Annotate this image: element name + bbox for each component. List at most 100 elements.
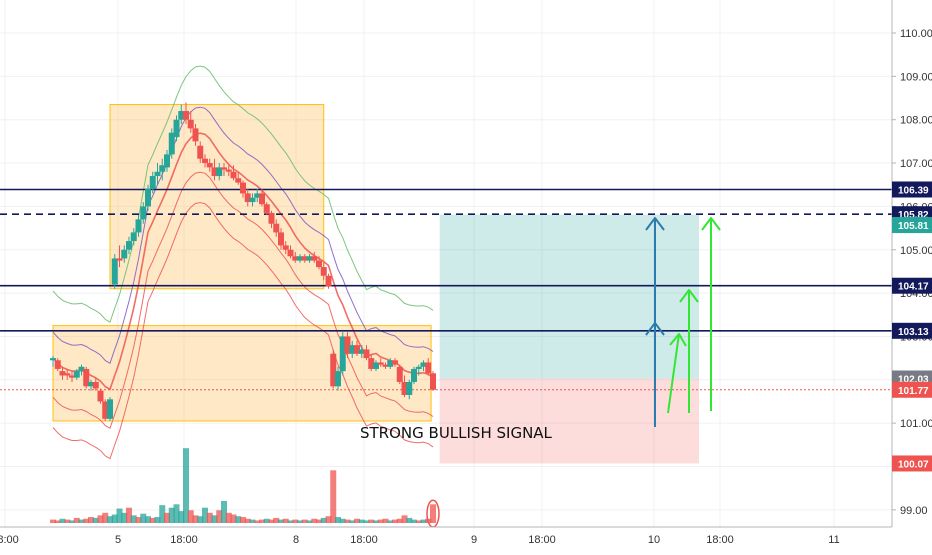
candle-body[interactable] xyxy=(154,171,161,177)
candle-body[interactable] xyxy=(202,158,208,164)
candle-body[interactable] xyxy=(306,256,313,261)
volume-bar xyxy=(354,518,360,523)
candle-body[interactable] xyxy=(377,362,384,365)
x-tick-label: 11 xyxy=(828,534,839,546)
candle-body[interactable] xyxy=(373,362,379,369)
candle-body[interactable] xyxy=(135,219,142,233)
candle-body[interactable] xyxy=(425,362,432,374)
price-badge[interactable] xyxy=(892,217,932,234)
y-tick-label: 108.00 xyxy=(900,115,932,127)
candle-body[interactable] xyxy=(240,182,246,194)
candle-body[interactable] xyxy=(363,349,370,359)
candle-body[interactable] xyxy=(83,368,90,387)
candle-body[interactable] xyxy=(102,401,109,419)
candle-body[interactable] xyxy=(168,132,175,155)
volume-bar xyxy=(377,519,384,523)
price-badge[interactable] xyxy=(892,181,932,198)
price-badge[interactable] xyxy=(892,277,932,294)
candle-body[interactable] xyxy=(92,381,99,389)
candle-body[interactable] xyxy=(149,176,156,190)
candle-body[interactable] xyxy=(130,232,137,242)
blue-arrow-head xyxy=(645,217,665,231)
price-badge[interactable] xyxy=(892,381,932,398)
candle-body[interactable] xyxy=(64,373,71,376)
candle-body[interactable] xyxy=(273,223,280,233)
candle-body[interactable] xyxy=(278,232,284,246)
candle-body[interactable] xyxy=(282,245,289,250)
candle-body[interactable] xyxy=(396,366,403,382)
candle-body[interactable] xyxy=(292,256,299,261)
candle-body[interactable] xyxy=(178,111,185,120)
candle-body[interactable] xyxy=(401,381,408,395)
candle-body[interactable] xyxy=(325,275,332,287)
volume-bar xyxy=(430,504,436,523)
candle-body[interactable] xyxy=(73,371,80,378)
candle-body[interactable] xyxy=(88,381,94,387)
candle-body[interactable] xyxy=(192,128,199,142)
candle-body[interactable] xyxy=(107,399,113,419)
candle-body[interactable] xyxy=(183,111,189,120)
candle-body[interactable] xyxy=(121,249,128,259)
candle-body[interactable] xyxy=(382,364,389,367)
candle-body[interactable] xyxy=(50,358,56,361)
candle-body[interactable] xyxy=(268,212,275,224)
candle-body[interactable] xyxy=(187,119,194,129)
candle-body[interactable] xyxy=(368,358,375,369)
candle-body[interactable] xyxy=(330,353,337,387)
volume-bar xyxy=(278,519,284,523)
candle-body[interactable] xyxy=(287,249,294,257)
candle-body[interactable] xyxy=(116,258,123,261)
candle-body[interactable] xyxy=(197,145,204,159)
candle-body[interactable] xyxy=(259,193,265,205)
candle-body[interactable] xyxy=(244,193,251,203)
candle-body[interactable] xyxy=(225,169,232,172)
candle-body[interactable] xyxy=(173,119,180,138)
candle-body[interactable] xyxy=(69,375,75,378)
candle-body[interactable] xyxy=(164,154,170,168)
candle-body[interactable] xyxy=(420,362,427,367)
price-badge-label: 106.39 xyxy=(898,185,929,196)
candle-body[interactable] xyxy=(216,167,223,177)
candle-body[interactable] xyxy=(320,267,327,276)
candle-body[interactable] xyxy=(111,258,118,285)
candle-body[interactable] xyxy=(206,163,213,168)
candle-body[interactable] xyxy=(392,360,398,365)
volume-bar xyxy=(230,514,237,523)
candle-body[interactable] xyxy=(354,345,360,354)
candle-body[interactable] xyxy=(406,381,413,395)
candle-body[interactable] xyxy=(159,165,166,172)
candle-body[interactable] xyxy=(230,171,237,179)
candle-body[interactable] xyxy=(249,197,256,203)
strong-bullish-signal-label: STRONG BULLISH SIGNAL xyxy=(360,424,553,442)
candle-body[interactable] xyxy=(54,360,61,369)
candle-body[interactable] xyxy=(126,241,132,250)
candle-body[interactable] xyxy=(263,204,270,213)
candle-body[interactable] xyxy=(344,336,351,354)
candle-body[interactable] xyxy=(221,167,227,170)
candle-body[interactable] xyxy=(145,189,151,207)
volume-bar xyxy=(411,519,417,523)
candle-body[interactable] xyxy=(316,260,322,268)
candle-body[interactable] xyxy=(339,336,346,372)
candle-body[interactable] xyxy=(387,360,394,367)
candle-body[interactable] xyxy=(97,390,104,402)
candle-body[interactable] xyxy=(415,366,422,369)
price-badge[interactable] xyxy=(892,322,932,339)
candle-body[interactable] xyxy=(358,349,365,354)
candle-body[interactable] xyxy=(140,206,147,220)
candle-body[interactable] xyxy=(349,345,356,354)
candle-body[interactable] xyxy=(59,371,66,376)
candle-body[interactable] xyxy=(335,371,341,387)
price-badge[interactable] xyxy=(892,455,932,472)
candle-body[interactable] xyxy=(211,167,218,177)
candle-body[interactable] xyxy=(411,368,417,382)
candle-body[interactable] xyxy=(235,178,242,183)
candle-body[interactable] xyxy=(254,193,261,198)
candle-body[interactable] xyxy=(311,256,318,261)
candle-body[interactable] xyxy=(297,256,303,261)
candle-body[interactable] xyxy=(301,256,308,261)
candle-body[interactable] xyxy=(430,373,436,390)
candle-body[interactable] xyxy=(78,366,85,372)
